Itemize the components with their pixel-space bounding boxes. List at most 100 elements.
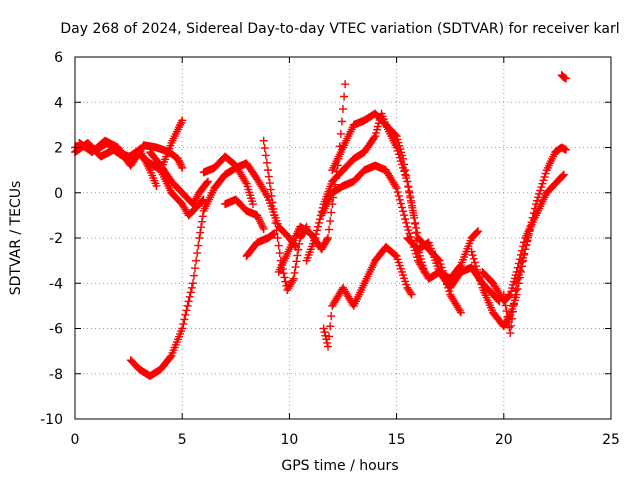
data-points [71, 71, 570, 381]
y-tick-label: -6 [49, 322, 63, 338]
series-track-19 [499, 143, 570, 338]
data-point [192, 256, 201, 265]
data-point [339, 105, 347, 114]
axis-ticks: 0 5 10 15 20 25 -10 -8 -6 -4 -2 0 2 4 6 [40, 50, 620, 448]
data-point [185, 292, 194, 301]
data-point [404, 183, 413, 192]
data-point [178, 163, 187, 172]
data-point [166, 353, 175, 362]
data-point [475, 272, 484, 281]
data-point [336, 129, 345, 138]
series-track-09 [242, 229, 279, 261]
data-point [516, 262, 525, 271]
data-point [337, 117, 346, 126]
data-point [506, 329, 515, 338]
data-point [508, 307, 517, 316]
data-point [268, 198, 277, 207]
data-point [412, 253, 421, 262]
data-point [400, 167, 409, 176]
data-point [280, 273, 289, 282]
data-point [314, 218, 323, 227]
data-point [325, 332, 334, 341]
data-point [541, 169, 550, 178]
y-tick-label: 4 [54, 95, 63, 111]
data-point [198, 212, 207, 221]
data-point [195, 234, 204, 242]
data-point [177, 162, 186, 171]
series-track-15 [319, 243, 416, 351]
data-point [269, 204, 278, 213]
data-point [525, 227, 534, 236]
data-point [290, 268, 299, 277]
data-point [370, 133, 379, 142]
data-point [468, 251, 477, 260]
data-point [508, 314, 517, 323]
data-point [293, 251, 302, 260]
data-point [411, 249, 420, 258]
data-point [267, 191, 276, 200]
series-track-06 [126, 159, 300, 381]
data-point [501, 301, 510, 310]
data-point [510, 293, 519, 302]
data-point [527, 218, 536, 227]
data-point [539, 176, 548, 185]
data-point [180, 315, 189, 324]
data-point [519, 253, 528, 262]
series-track-05 [156, 166, 208, 220]
data-point [260, 144, 269, 153]
data-point [499, 290, 508, 299]
data-point [183, 301, 192, 310]
data-point [473, 265, 481, 274]
data-point [294, 245, 303, 254]
data-point [257, 221, 266, 230]
data-point [391, 131, 400, 140]
data-point [528, 213, 537, 222]
data-point [512, 279, 521, 288]
data-point [261, 151, 270, 160]
data-point [325, 225, 334, 234]
data-point [526, 222, 535, 231]
data-point [275, 249, 284, 258]
data-point [392, 184, 401, 193]
data-point [248, 200, 257, 209]
data-point [323, 338, 332, 347]
data-point [323, 342, 332, 351]
data-point [520, 249, 529, 258]
x-tick-label: 20 [495, 432, 513, 448]
data-point [320, 328, 329, 337]
data-point [405, 188, 414, 197]
data-point [273, 234, 282, 242]
y-tick-label: 0 [54, 186, 63, 202]
data-point [399, 207, 408, 216]
data-point [279, 269, 288, 278]
data-point [189, 271, 198, 280]
data-point [507, 321, 516, 330]
series-track-20 [557, 71, 570, 83]
data-point [255, 217, 264, 226]
data-point [538, 179, 547, 188]
data-point [536, 186, 545, 195]
data-point [400, 160, 409, 169]
data-point [455, 262, 464, 271]
data-point [402, 171, 411, 180]
data-point [181, 310, 190, 319]
data-point [178, 116, 187, 125]
y-tick-label: -8 [49, 367, 63, 383]
data-point [467, 247, 476, 256]
data-point [152, 181, 161, 190]
data-point [194, 241, 203, 250]
data-point [288, 276, 297, 285]
x-tick-label: 25 [602, 432, 620, 448]
data-point [264, 172, 273, 181]
data-point [291, 263, 300, 272]
data-point [471, 262, 480, 271]
data-point [505, 291, 514, 300]
data-point [188, 279, 197, 288]
data-point [531, 200, 540, 209]
data-point [511, 286, 520, 295]
data-point [254, 213, 263, 222]
y-tick-label: -10 [40, 412, 63, 428]
data-point [326, 217, 335, 226]
x-tick-label: 15 [388, 432, 406, 448]
data-point [263, 166, 272, 175]
